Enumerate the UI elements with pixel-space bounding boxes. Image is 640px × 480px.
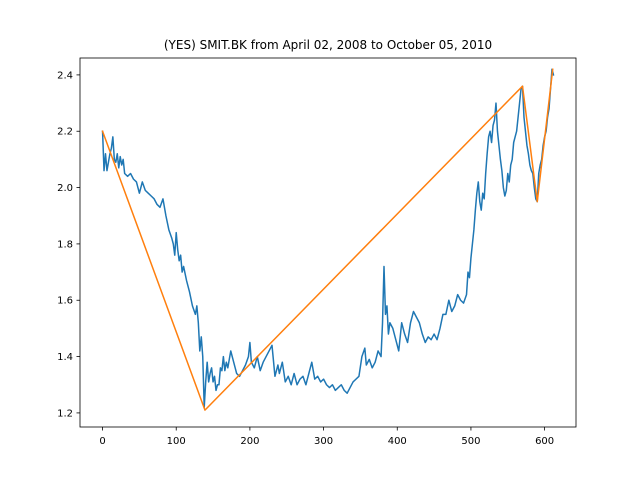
- x-tick-label: 200: [240, 436, 259, 447]
- x-tick-label: 100: [167, 436, 186, 447]
- y-tick-label: 1.8: [57, 239, 73, 250]
- y-tick-label: 1.6: [57, 296, 73, 307]
- axes-frame: [79, 57, 577, 428]
- x-tick-label: 400: [388, 436, 407, 447]
- y-tick-label: 1.2: [57, 408, 73, 419]
- series-line-1: [101, 68, 555, 409]
- x-tick-label: 300: [314, 436, 333, 447]
- y-tick-label: 2.2: [57, 127, 73, 138]
- x-tick-label: 500: [461, 436, 480, 447]
- axes: 0 100 200 300 400 500 600 1.2 1.4 1.6 1.8 2.0 2.2 2.4: [57, 57, 577, 447]
- x-tick-label: 600: [535, 436, 554, 447]
- y-tick-label: 2.4: [57, 70, 73, 81]
- series-line-2: [101, 68, 554, 411]
- x-tick-label: 0: [99, 436, 105, 447]
- y-tick-label: 2.0: [57, 183, 73, 194]
- chart-title: (YES) SMIT.BK from April 02, 2008 to Oct…: [164, 38, 492, 52]
- series-group: [101, 68, 555, 411]
- y-tick-label: 1.4: [57, 352, 73, 363]
